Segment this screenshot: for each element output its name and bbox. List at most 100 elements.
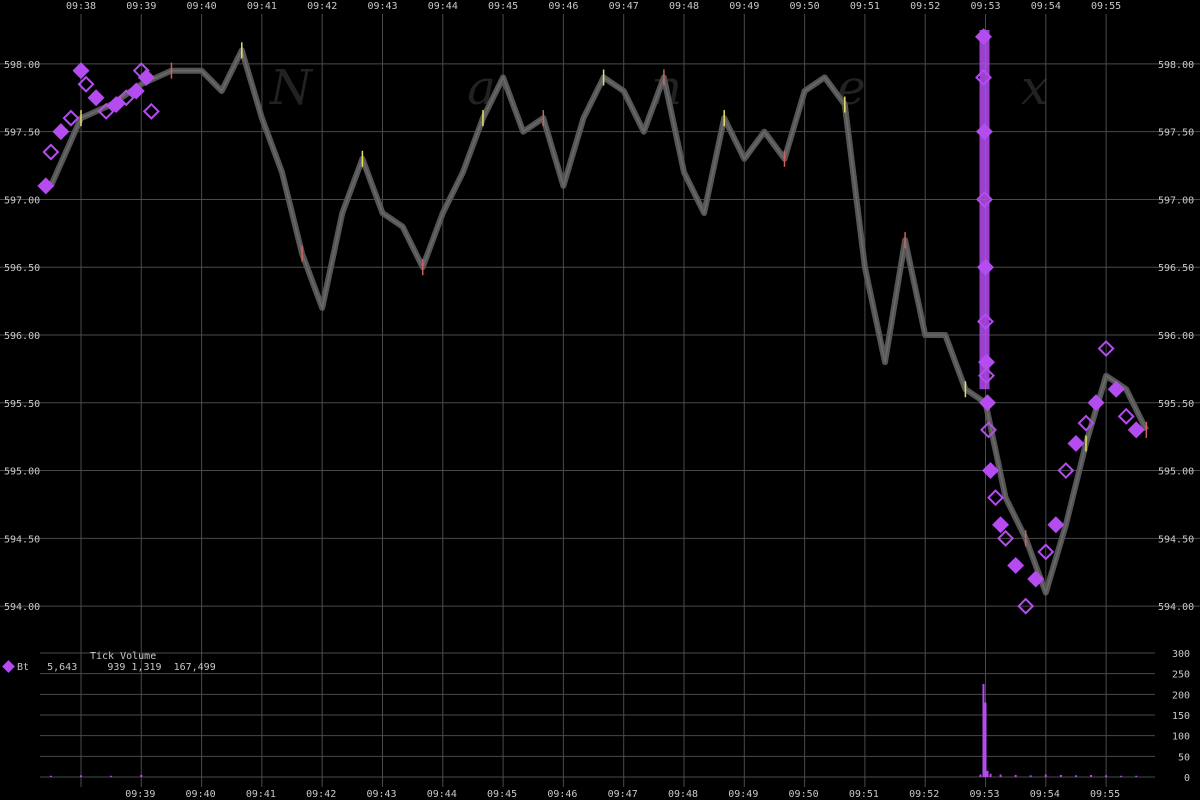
volume-bar: [989, 773, 992, 777]
volume-bar: [982, 684, 985, 777]
trade-marker: [62, 109, 80, 127]
trade-marker: [117, 89, 135, 107]
volume-bar: [1074, 775, 1077, 777]
volume-bar: [1014, 774, 1017, 777]
volume-bar: [140, 774, 143, 777]
x-tick-top: 09:54: [1031, 1, 1061, 12]
trade-marker: [37, 177, 55, 195]
trade-marker: [979, 394, 996, 412]
trade-marker-cluster: [979, 30, 990, 390]
y-tick-right: 596.00: [1158, 331, 1194, 342]
trade-marker: [137, 68, 155, 86]
trade-marker: [982, 462, 1000, 480]
x-tick-bottom: 09:43: [366, 789, 396, 800]
volume-bar: [1135, 775, 1138, 777]
x-tick-bottom: 09:54: [1030, 789, 1060, 800]
trade-marker: [1097, 340, 1115, 358]
volume-y-tick: 300: [1172, 649, 1190, 660]
y-tick-left: 596.00: [4, 331, 40, 342]
x-tick-bottom: 09:55: [1090, 789, 1120, 800]
volume-y-tick: 50: [1178, 752, 1190, 763]
trade-marker: [1027, 570, 1045, 588]
trade-marker: [1007, 556, 1025, 574]
volume-bar: [1029, 775, 1032, 777]
y-tick-right: 595.50: [1158, 399, 1194, 410]
trade-marker: [997, 529, 1015, 547]
x-tick-top: 09:49: [729, 1, 759, 12]
x-tick-top: 09:41: [247, 1, 277, 12]
y-tick-left: 595.00: [4, 467, 40, 478]
trade-marker: [52, 123, 70, 141]
y-tick-left: 596.50: [4, 263, 40, 274]
volume-y-tick: 250: [1172, 670, 1190, 681]
x-tick-top: 09:43: [367, 1, 397, 12]
x-tick-bottom: 09:47: [608, 789, 638, 800]
trade-marker: [992, 516, 1010, 534]
trade-marker: [1077, 414, 1095, 432]
volume-bar: [1105, 775, 1108, 777]
y-tick-right: 594.00: [1158, 602, 1194, 613]
volume-bar: [1059, 774, 1062, 777]
trade-marker: [1057, 462, 1075, 480]
trade-marker: [987, 489, 1005, 507]
volume-bar: [984, 702, 987, 777]
x-tick-top: 09:46: [548, 1, 578, 12]
x-tick-bottom: 09:45: [487, 789, 517, 800]
x-tick-top: 09:53: [970, 1, 1000, 12]
y-tick-right: 595.00: [1158, 467, 1194, 478]
y-tick-left: 595.50: [4, 399, 40, 410]
trade-marker: [77, 75, 95, 93]
x-tick-top: 09:38: [66, 1, 96, 12]
x-tick-bottom: 09:51: [849, 789, 879, 800]
x-tick-top: 09:39: [126, 1, 156, 12]
x-tick-bottom: 09:52: [909, 789, 939, 800]
x-tick-top: 09:50: [790, 1, 820, 12]
trade-marker: [980, 421, 998, 439]
legend-title: Tick Volume: [90, 651, 157, 662]
x-tick-bottom: 09:50: [789, 789, 819, 800]
trade-marker: [1127, 421, 1145, 439]
volume-y-tick: 200: [1172, 690, 1190, 701]
x-tick-bottom: 09:49: [728, 789, 758, 800]
volume-bar: [110, 775, 113, 777]
volume-y-tick: 150: [1172, 711, 1190, 722]
y-tick-right: 597.00: [1158, 195, 1194, 206]
x-tick-bottom: 09:39: [125, 789, 155, 800]
y-tick-right: 594.50: [1158, 534, 1194, 545]
trade-marker: [1117, 407, 1135, 425]
volume-bar: [1120, 775, 1123, 777]
volume-bar: [49, 775, 52, 777]
legend-value-1: 5,643: [47, 662, 78, 673]
trade-marker: [42, 143, 60, 161]
x-tick-top: 09:47: [609, 1, 639, 12]
trade-marker: [1067, 434, 1085, 452]
trade-marker: [1037, 543, 1055, 561]
x-tick-bottom: 09:41: [246, 789, 276, 800]
trade-marker: [72, 62, 90, 80]
trade-marker: [1047, 516, 1065, 534]
x-tick-bottom: 09:46: [547, 789, 577, 800]
volume-bar: [979, 774, 982, 777]
x-tick-top: 09:55: [1091, 1, 1121, 12]
volume-bar: [999, 774, 1002, 777]
x-tick-top: 09:40: [187, 1, 217, 12]
y-tick-right: 597.50: [1158, 128, 1194, 139]
legend-value-3: 1,319: [131, 662, 162, 673]
x-tick-top: 09:45: [488, 1, 518, 12]
legend-row: Bt 5,643 939 1,319 167,499: [2, 660, 216, 673]
x-tick-bottom: 09:40: [186, 789, 216, 800]
legend-value-4: 167,499: [173, 662, 216, 673]
x-tick-top: 09:52: [910, 1, 940, 12]
y-tick-right: 598.00: [1158, 60, 1194, 71]
price-line-core: [50, 48, 1147, 595]
x-tick-top: 09:42: [307, 1, 337, 12]
volume-bar: [1044, 774, 1047, 777]
trade-marker: [142, 102, 160, 120]
diamond-icon: [2, 660, 15, 673]
volume-bar: [80, 775, 82, 777]
volume-y-tick: 0: [1184, 773, 1190, 784]
y-tick-left: 597.50: [4, 128, 40, 139]
y-tick-left: 597.00: [4, 195, 40, 206]
legend-series-label: Bt: [17, 662, 30, 673]
legend-value-2: 939: [107, 662, 126, 673]
